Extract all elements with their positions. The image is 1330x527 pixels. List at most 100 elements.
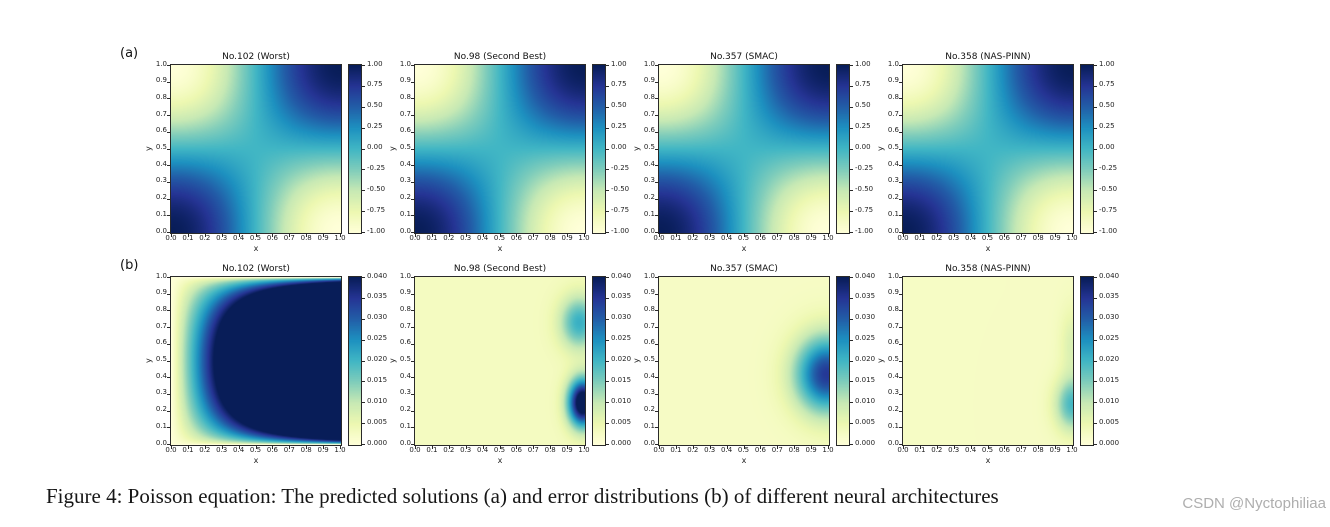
colorbar-tick-label: -0.75 — [1099, 205, 1118, 214]
x-axis-ticks: 0.0 0.1 0.2 0.3 0.4 0.5 0.6 0.7 0.8 0.9 1.0 — [897, 446, 1077, 455]
colorbar-tick-mark — [362, 232, 365, 233]
y-tick-mark — [655, 198, 658, 200]
y-tick-mark — [899, 98, 902, 100]
colorbar-tick-label: 0.030 — [1099, 313, 1120, 322]
y-tick-label: 0.9 — [399, 76, 411, 85]
y-tick-label: 0.3 — [887, 176, 899, 185]
colorbar-tick-mark — [1094, 106, 1097, 108]
y-tick-label: 0.0 — [399, 438, 411, 447]
y-tick-mark — [411, 293, 414, 295]
colorbar-tick-labels: 1.00 0.75 0.50 0.25 0.00 -0.25 -0.50 -0.75 -1.00 — [362, 60, 388, 235]
x-tick-mark — [953, 446, 955, 449]
x-tick-mark — [692, 446, 694, 449]
colorbar-tick-mark — [606, 106, 609, 108]
y-tick-label: 0.2 — [155, 193, 167, 202]
colorbar-tick-mark — [606, 402, 609, 404]
x-tick-label: 0.0 — [409, 446, 421, 454]
colorbar-tick-mark — [1094, 277, 1097, 278]
colorbar-tick-mark — [850, 211, 853, 213]
colorbar-tick-mark — [1094, 148, 1097, 150]
plot-area — [655, 276, 830, 449]
colorbar-tick-label: 0.030 — [855, 313, 876, 322]
x-tick-label: 0.7 — [527, 446, 539, 454]
y-tick-mark — [655, 377, 658, 379]
y-tick-mark — [899, 65, 902, 66]
x-tick-mark — [238, 446, 240, 449]
x-tick-label: 0.1 — [670, 446, 682, 454]
x-tick-mark — [255, 446, 257, 449]
x-tick-label: 1.0 — [578, 234, 590, 242]
x-tick-mark — [1055, 446, 1057, 449]
colorbar-tick-label: 0.50 — [367, 101, 383, 110]
colorbar-tick-mark — [606, 65, 609, 66]
x-tick-label: 0.7 — [1015, 234, 1027, 242]
colorbar-canvas — [593, 65, 605, 233]
y-tick-mark — [411, 232, 414, 233]
y-tick-label: 0.9 — [643, 288, 655, 297]
x-tick-label: 0.1 — [914, 446, 926, 454]
subfigure-label-b: (b) — [120, 258, 139, 273]
x-tick-label: 0.2 — [687, 234, 699, 242]
colorbar-tick-mark — [362, 211, 365, 213]
y-tick-mark — [655, 393, 658, 395]
x-tick-label: 0.8 — [300, 446, 312, 454]
colorbar-tick-label: -0.50 — [611, 184, 630, 193]
x-tick-label: 0.8 — [788, 446, 800, 454]
colorbar-tick-label: -0.50 — [367, 184, 386, 193]
plot-area — [411, 64, 586, 237]
x-tick-mark — [204, 234, 206, 237]
x-tick-label: 0.7 — [1015, 446, 1027, 454]
x-tick-label: 0.0 — [165, 234, 177, 242]
y-tick-mark — [167, 360, 170, 362]
x-tick-label: 0.9 — [561, 446, 573, 454]
y-tick-label: 0.8 — [887, 92, 899, 101]
y-tick-mark — [411, 310, 414, 312]
colorbar-tick-mark — [850, 381, 853, 383]
colorbar-tick-mark — [850, 360, 853, 362]
panel-title: No.98 (Second Best) — [453, 52, 547, 62]
y-tick-mark — [411, 165, 414, 167]
y-tick-label: 0.1 — [399, 209, 411, 218]
x-tick-label: 0.2 — [199, 446, 211, 454]
x-tick-label: 1.0 — [822, 446, 834, 454]
y-tick-mark — [167, 65, 170, 66]
x-tick-label: 1.0 — [1066, 234, 1078, 242]
colorbar-tick-mark — [850, 339, 853, 341]
y-tick-mark — [655, 277, 658, 278]
heatmap-panel-b1: No.102 (Worst) y 0.0 0.1 0.2 0.3 0.4 0.5 0.6 0.7 0… — [144, 262, 388, 467]
y-tick-mark — [167, 277, 170, 278]
x-tick-label: 1.0 — [334, 446, 346, 454]
x-tick-label: 0.5 — [249, 234, 262, 242]
heatmap-canvas-b1 — [171, 277, 341, 445]
x-tick-label: 0.9 — [317, 446, 329, 454]
y-tick-mark — [167, 410, 170, 412]
x-tick-mark — [448, 234, 450, 237]
y-tick-label: 0.5 — [155, 355, 167, 363]
y-tick-mark — [655, 343, 658, 345]
y-tick-mark — [411, 377, 414, 379]
colorbar-tick-mark — [606, 277, 609, 278]
y-tick-label: 0.9 — [155, 288, 167, 297]
colorbar-tick-mark — [362, 444, 365, 445]
x-tick-label: 0.6 — [998, 446, 1010, 454]
colorbar-tick-label: -1.00 — [1099, 226, 1118, 235]
y-tick-label: 0.5 — [155, 143, 167, 151]
colorbar-tick-label: -1.00 — [367, 226, 386, 235]
y-tick-mark — [411, 148, 414, 150]
x-tick-mark — [340, 446, 341, 449]
colorbar-tick-mark — [362, 381, 365, 383]
x-tick-mark — [550, 446, 552, 449]
y-tick-label: 0.9 — [155, 76, 167, 85]
colorbar-tick-mark — [362, 360, 365, 362]
colorbar-tick-label: 0.75 — [1099, 80, 1115, 89]
colorbar-tick-mark — [606, 169, 609, 171]
colorbar-a1 — [348, 64, 365, 234]
y-tick-mark — [167, 427, 170, 429]
colorbar-tick-label: 0.020 — [855, 355, 876, 363]
x-axis-ticks: 0.0 0.1 0.2 0.3 0.4 0.5 0.6 0.7 0.8 0.9 1.0 — [653, 446, 833, 455]
y-tick-label: 0.0 — [155, 438, 167, 447]
colorbar-tick-mark — [850, 190, 853, 192]
colorbar-canvas — [837, 65, 849, 233]
x-tick-label: 1.0 — [578, 446, 590, 454]
y-tick-label: 0.4 — [643, 159, 655, 168]
